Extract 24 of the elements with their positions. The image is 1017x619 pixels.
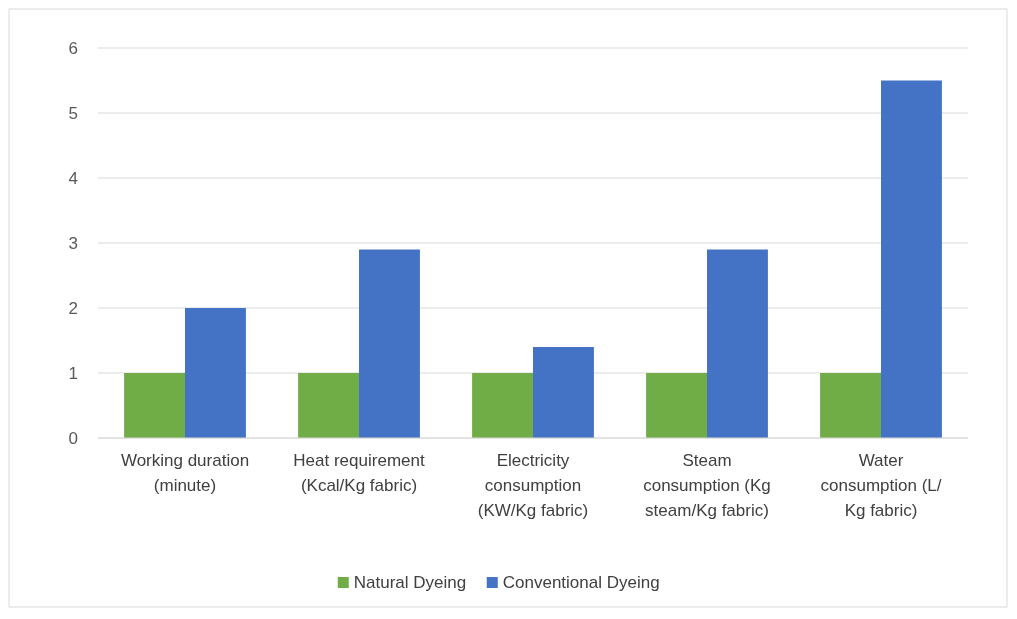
x-tick-label: Heat requirement (Kcal/Kg fabric) xyxy=(293,451,425,495)
bar xyxy=(185,308,246,438)
bar xyxy=(472,373,533,438)
x-tick-label: Electricity consumption (KW/Kg fabric) xyxy=(477,451,589,520)
bar xyxy=(820,373,881,438)
x-tick-label: Working duration (minute) xyxy=(120,451,250,495)
bar xyxy=(881,80,942,438)
y-tick-label: 5 xyxy=(68,104,78,123)
bar xyxy=(359,249,420,438)
bar xyxy=(533,347,594,438)
x-tick-label: Steam consumption (Kg steam/Kg fabric) xyxy=(643,451,771,520)
y-tick-label: 2 xyxy=(68,299,78,318)
y-tick-label: 1 xyxy=(68,364,78,383)
legend-label: Natural Dyeing xyxy=(353,573,467,592)
y-tick-label: 4 xyxy=(68,169,78,188)
legend-label: Conventional Dyeing xyxy=(502,573,660,592)
bar xyxy=(298,373,359,438)
bar xyxy=(124,373,185,438)
x-tick-label: Water consumption (L/ Kg fabric) xyxy=(820,451,942,520)
y-tick-label: 6 xyxy=(68,39,78,58)
y-tick-label: 3 xyxy=(68,234,78,253)
bar xyxy=(646,373,707,438)
y-tick-label: 0 xyxy=(68,429,78,448)
bar xyxy=(707,249,768,438)
